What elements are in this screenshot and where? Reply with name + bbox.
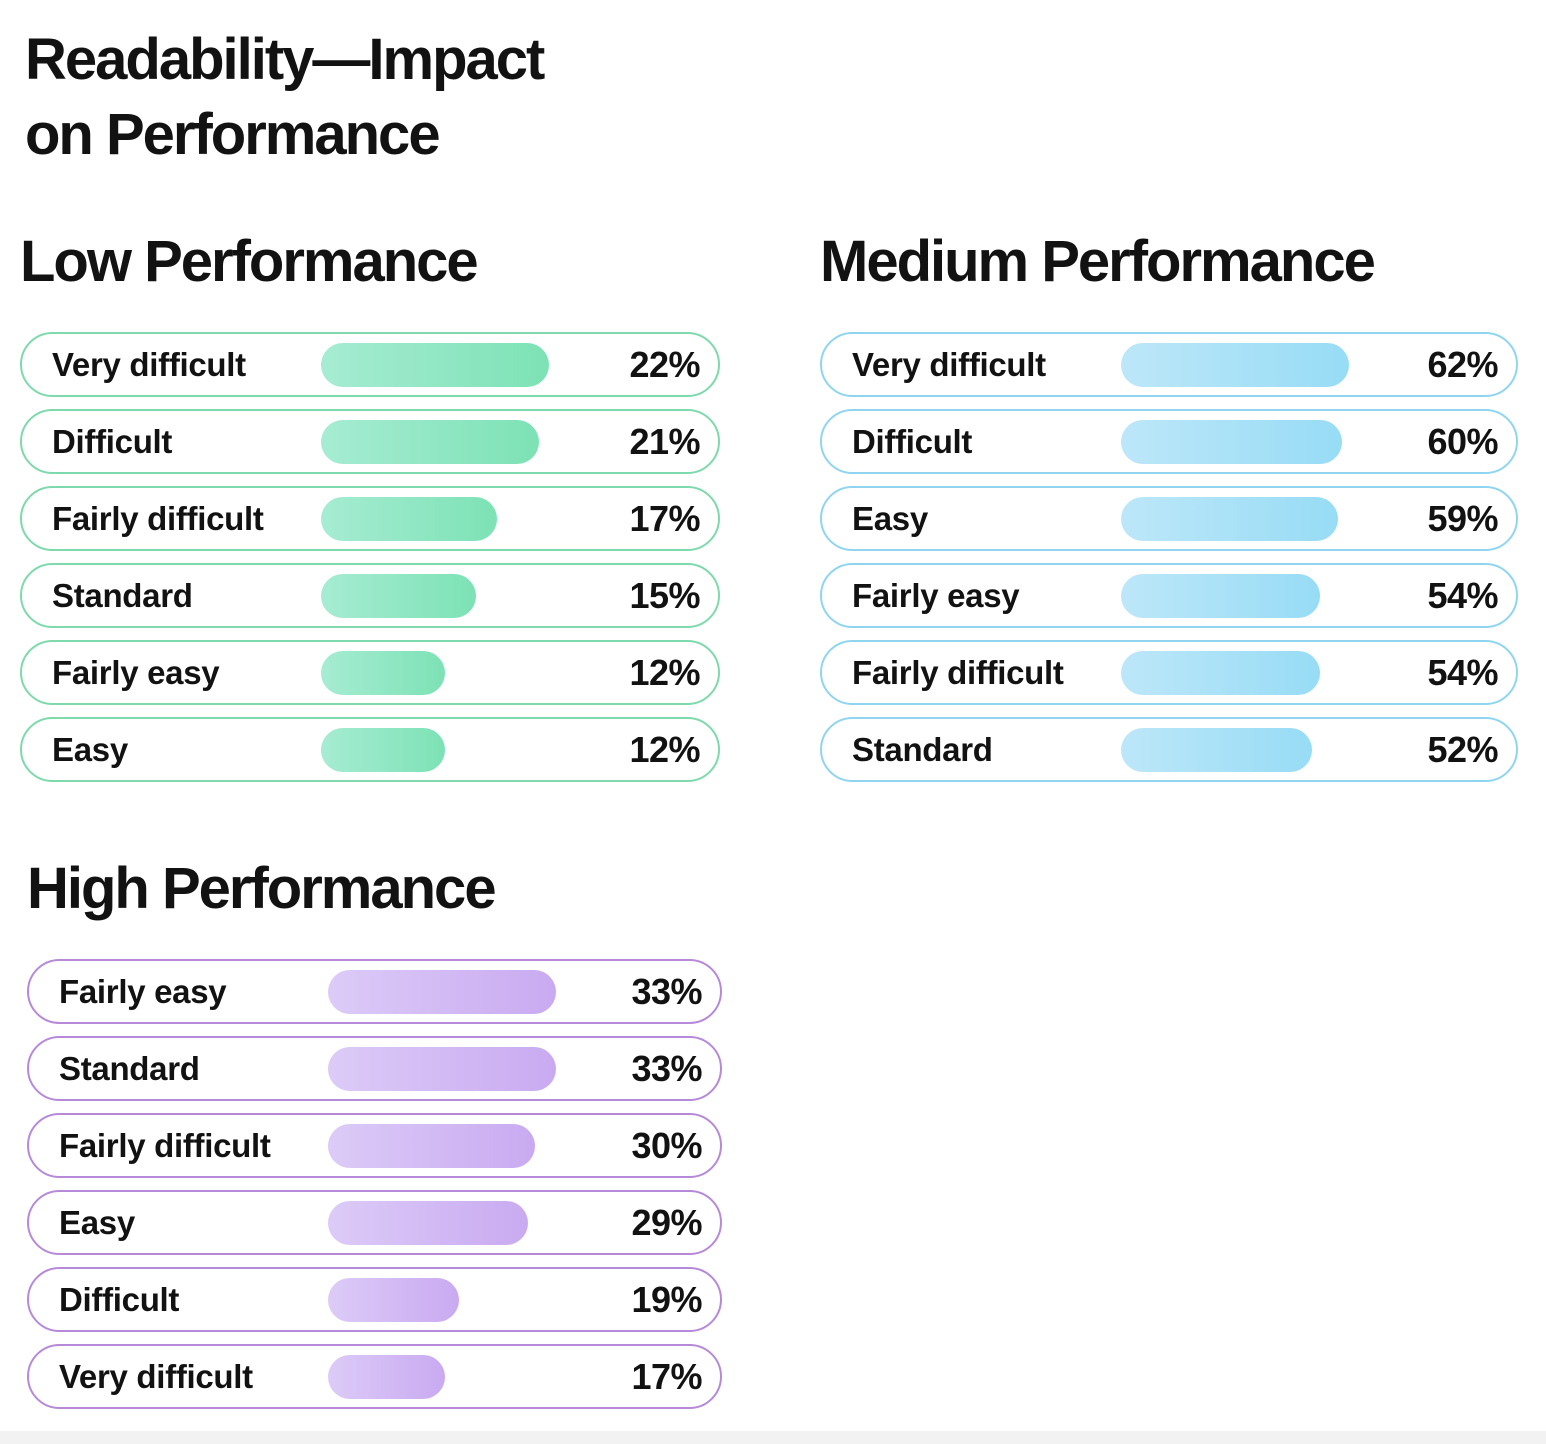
low-performance-rows: Very difficult 22% Difficult 21% Fairly diff… <box>20 332 720 782</box>
readability-row: Very difficult 17% <box>27 1344 722 1409</box>
readability-row: Easy 12% <box>20 717 720 782</box>
readability-level-label: Fairly easy <box>52 653 220 691</box>
readability-level-label: Easy <box>852 499 928 537</box>
readability-level-label: Very difficult <box>52 345 246 383</box>
readability-level-label: Easy <box>59 1203 135 1241</box>
readability-level-label: Standard <box>852 730 993 768</box>
value-percent: 62% <box>1427 343 1498 385</box>
value-bar <box>1121 727 1312 772</box>
value-percent: 21% <box>629 420 700 462</box>
value-bar <box>321 573 476 618</box>
readability-level-label: Difficult <box>52 422 173 460</box>
value-percent: 29% <box>631 1201 702 1243</box>
readability-row: Fairly easy 33% <box>27 959 722 1024</box>
value-bar <box>321 650 445 695</box>
value-percent: 54% <box>1427 651 1498 693</box>
readability-row: Easy 59% <box>820 486 1518 551</box>
readability-level-label: Difficult <box>852 422 973 460</box>
value-bar <box>321 342 549 387</box>
value-bar <box>1121 342 1349 387</box>
value-bar <box>1121 650 1320 695</box>
value-bar <box>1121 573 1320 618</box>
readability-row: Very difficult 22% <box>20 332 720 397</box>
readability-level-label: Fairly easy <box>59 972 227 1010</box>
bottom-strip <box>0 1431 1546 1444</box>
value-percent: 17% <box>629 497 700 539</box>
readability-level-label: Very difficult <box>59 1357 253 1395</box>
value-percent: 33% <box>631 970 702 1012</box>
value-percent: 12% <box>629 651 700 693</box>
readability-level-label: Standard <box>52 576 193 614</box>
value-bar <box>321 419 539 464</box>
value-bar <box>328 1200 528 1245</box>
group-low-performance: Low Performance Very difficult 22% Difficu… <box>20 230 720 794</box>
readability-row: Fairly difficult 17% <box>20 486 720 551</box>
readability-row: Difficult 19% <box>27 1267 722 1332</box>
readability-row: Fairly difficult 30% <box>27 1113 722 1178</box>
value-bar <box>328 969 556 1014</box>
value-percent: 33% <box>631 1047 702 1089</box>
readability-level-label: Difficult <box>59 1280 180 1318</box>
readability-row: Standard 52% <box>820 717 1518 782</box>
section-title-medium-performance: Medium Performance <box>820 229 1376 294</box>
value-percent: 54% <box>1427 574 1498 616</box>
readability-row: Fairly easy 12% <box>20 640 720 705</box>
value-percent: 17% <box>631 1355 702 1397</box>
value-percent: 59% <box>1427 497 1498 539</box>
value-percent: 15% <box>629 574 700 616</box>
readability-row: Fairly difficult 54% <box>820 640 1518 705</box>
readability-level-label: Easy <box>52 730 128 768</box>
readability-row: Standard 15% <box>20 563 720 628</box>
readability-level-label: Fairly difficult <box>852 653 1064 691</box>
value-bar <box>1121 419 1342 464</box>
value-percent: 30% <box>631 1124 702 1166</box>
value-bar <box>328 1277 459 1322</box>
group-medium-performance: Medium Performance Very difficult 62% Diff… <box>820 230 1518 794</box>
readability-level-label: Standard <box>59 1049 200 1087</box>
readability-level-label: Very difficult <box>852 345 1046 383</box>
value-bar <box>321 496 497 541</box>
page-title-line2: on Performance <box>25 102 441 167</box>
page-title: Readability—Impact on Performance <box>25 22 545 172</box>
value-bar <box>321 727 445 772</box>
value-bar <box>328 1354 445 1399</box>
value-percent: 12% <box>629 728 700 770</box>
value-percent: 19% <box>631 1278 702 1320</box>
high-performance-rows: Fairly easy 33% Standard 33% Fairly difficul… <box>27 959 722 1409</box>
group-high-performance: High Performance Fairly easy 33% Standard 3… <box>27 857 722 1421</box>
readability-level-label: Fairly difficult <box>52 499 264 537</box>
section-title-high-performance: High Performance <box>27 856 497 921</box>
readability-row: Fairly easy 54% <box>820 563 1518 628</box>
value-bar <box>328 1046 556 1091</box>
page-title-line1: Readability—Impact <box>25 27 545 92</box>
readability-row: Easy 29% <box>27 1190 722 1255</box>
value-bar <box>328 1123 535 1168</box>
readability-row: Standard 33% <box>27 1036 722 1101</box>
section-title-low-performance: Low Performance <box>20 229 479 294</box>
readability-level-label: Fairly difficult <box>59 1126 271 1164</box>
readability-row: Difficult 60% <box>820 409 1518 474</box>
readability-row: Difficult 21% <box>20 409 720 474</box>
value-percent: 60% <box>1427 420 1498 462</box>
medium-performance-rows: Very difficult 62% Difficult 60% Easy 59% Fair… <box>820 332 1518 782</box>
readability-row: Very difficult 62% <box>820 332 1518 397</box>
readability-level-label: Fairly easy <box>852 576 1020 614</box>
value-percent: 22% <box>629 343 700 385</box>
value-percent: 52% <box>1427 728 1498 770</box>
value-bar <box>1121 496 1338 541</box>
